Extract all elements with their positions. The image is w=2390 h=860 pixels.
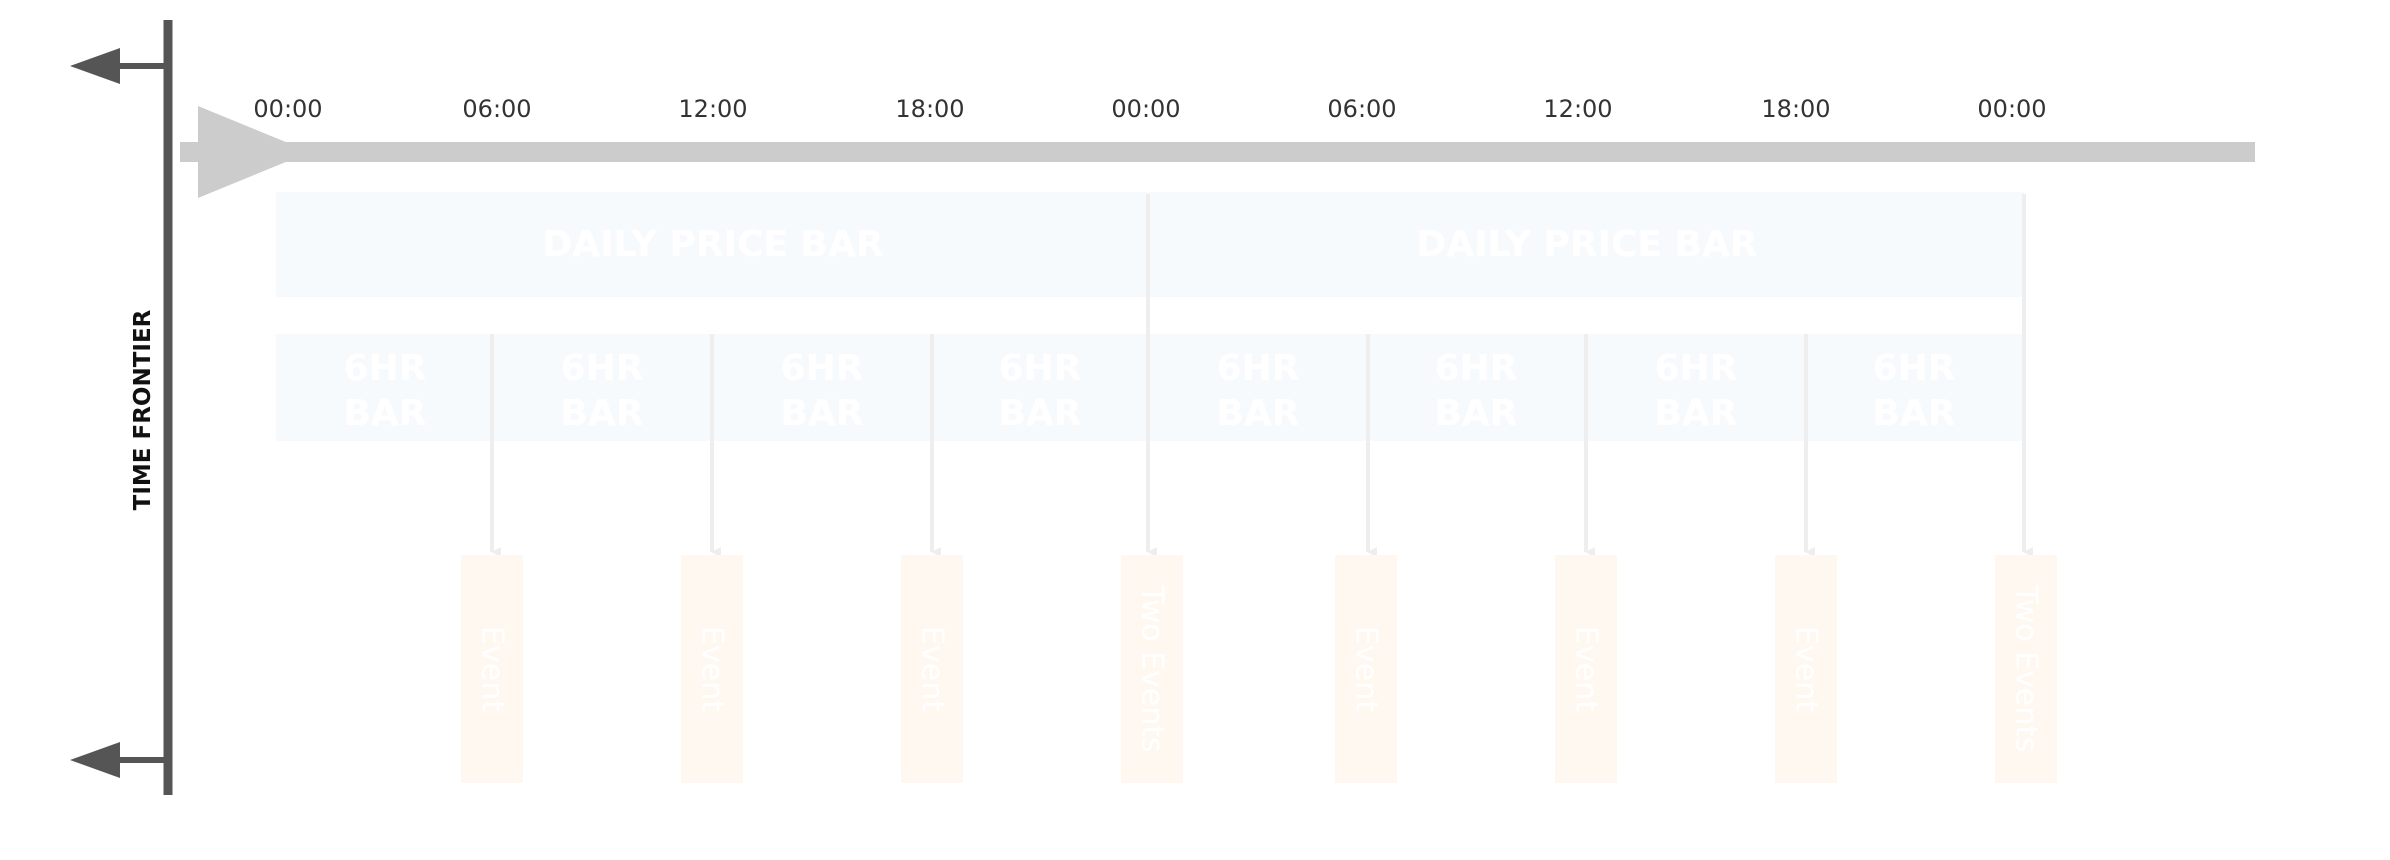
event-box: Two Events	[1995, 555, 2057, 783]
tick-label: 18:00	[895, 95, 964, 123]
tick-label: 00:00	[1977, 95, 2046, 123]
event-box-rect	[1995, 555, 2057, 783]
event-label: Event	[475, 626, 510, 712]
timeline: 00:00 06:00 12:00 18:00 00:00 06:00 12:00 18:00…	[180, 95, 2255, 198]
frontier-label: TIME FRONTIER	[130, 309, 156, 510]
six-hour-bar-label-top: 6HR	[1435, 348, 1518, 389]
daily-price-bar-box	[276, 192, 1150, 297]
six-hour-bar-label-bottom: BAR	[560, 393, 643, 434]
event-box-rect	[461, 555, 523, 783]
event-label: Event	[695, 626, 730, 712]
timeline-ticks: 00:00 06:00 12:00 18:00 00:00 06:00 12:00 18:00…	[253, 95, 2046, 123]
daily-price-bar-label: DAILY PRICE BAR	[1416, 224, 1757, 265]
daily-price-bar: DAILY PRICE BAR	[276, 192, 1150, 297]
event-label: Event	[1349, 626, 1384, 712]
event-box: Event	[1555, 555, 1617, 783]
event-box: Event	[681, 555, 743, 783]
tick-label: 06:00	[462, 95, 531, 123]
event-box-rect	[1555, 555, 1617, 783]
tick-label: 18:00	[1761, 95, 1830, 123]
six-hour-bar-label-bottom: BAR	[1434, 393, 1517, 434]
events: Event Event Event Two Events Event Event Event…	[461, 555, 2057, 783]
daily-price-bar-label: DAILY PRICE BAR	[542, 224, 883, 265]
event-box-rect	[901, 555, 963, 783]
daily-price-bars: DAILY PRICE BAR DAILY PRICE BAR	[276, 192, 2024, 297]
time-frontier: TIME FRONTIER	[70, 20, 173, 795]
six-hour-bar-label-top: 6HR	[561, 348, 644, 389]
timeline-arrowhead-icon	[198, 106, 310, 198]
event-box-rect	[1775, 555, 1837, 783]
six-hour-bar-label-top: 6HR	[999, 348, 1082, 389]
six-hour-bar-label-top: 6HR	[781, 348, 864, 389]
event-box-rect	[681, 555, 743, 783]
six-hour-bar-label-top: 6HR	[1217, 348, 1300, 389]
event-label: Event	[1789, 626, 1824, 712]
frontier-bottom-arrowhead-icon	[70, 742, 120, 778]
six-hour-bar-label-bottom: BAR	[780, 393, 863, 434]
six-hour-bar-label-top: 6HR	[344, 348, 427, 389]
tick-label: 12:00	[678, 95, 747, 123]
daily-price-bar-box	[1150, 192, 2024, 297]
six-hour-bar-label-bottom: BAR	[1872, 393, 1955, 434]
six-hour-bar-label-bottom: BAR	[343, 393, 426, 434]
timeline-bar	[180, 142, 2255, 162]
tick-label: 12:00	[1543, 95, 1612, 123]
event-label: Event	[915, 626, 950, 712]
tick-label: 00:00	[253, 95, 322, 123]
six-hour-bar-label-bottom: BAR	[1216, 393, 1299, 434]
event-box-rect	[1121, 555, 1183, 783]
event-box: Event	[901, 555, 963, 783]
six-hour-bar-label-top: 6HR	[1873, 348, 1956, 389]
event-box: Event	[461, 555, 523, 783]
daily-price-bar: DAILY PRICE BAR	[1150, 192, 2024, 297]
tick-label: 06:00	[1327, 95, 1396, 123]
event-label: Two Events	[2009, 584, 2044, 752]
event-box: Event	[1335, 555, 1397, 783]
event-box: Event	[1775, 555, 1837, 783]
six-hour-bar-label-top: 6HR	[1655, 348, 1738, 389]
six-hour-bar-label-bottom: BAR	[998, 393, 1081, 434]
connectors	[490, 194, 2033, 557]
event-label: Two Events	[1135, 584, 1170, 752]
tick-label: 00:00	[1111, 95, 1180, 123]
event-box-rect	[1335, 555, 1397, 783]
event-label: Event	[1569, 626, 1604, 712]
six-hour-bar-label-bottom: BAR	[1654, 393, 1737, 434]
event-box: Two Events	[1121, 555, 1183, 783]
frontier-top-arrowhead-icon	[70, 48, 120, 84]
